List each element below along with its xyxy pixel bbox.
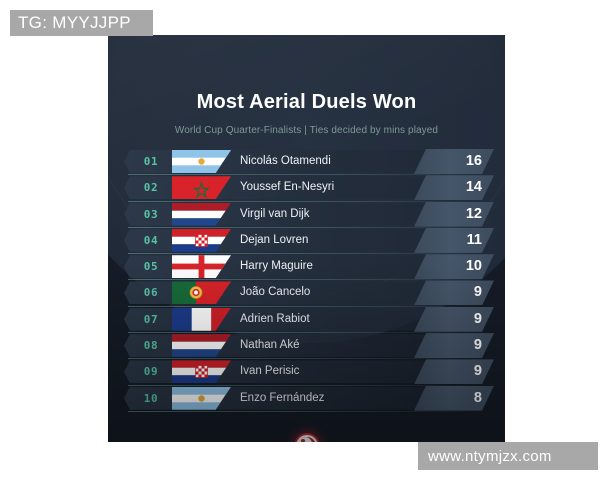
value-panel: 9 [414,280,494,305]
watermark-top-left: TG: MYYJJPP [10,10,153,36]
rank-number: 08 [131,334,171,357]
infographic-card: Most Aerial Duels Won World Cup Quarter-… [108,35,505,442]
flag-icon-netherlands [172,334,231,358]
value-number: 10 [414,254,482,279]
player-name: Nicolás Otamendi [240,150,331,173]
rank-number: 06 [131,281,171,304]
row-divider [128,384,484,386]
ranking-row: 05 Harry Maguire 10 [124,254,489,281]
page-title: Most Aerial Duels Won [108,91,505,114]
value-number: 9 [414,359,482,384]
background-vignette [108,35,505,442]
player-name: Adrien Rabiot [240,308,310,331]
value-panel: 9 [414,307,494,332]
player-name: Harry Maguire [240,255,313,278]
player-name: Ivan Perisic [240,360,299,383]
player-name: Enzo Fernández [240,387,324,410]
value-number: 9 [414,333,482,358]
flag-icon-argentina [172,386,231,410]
rank-number: 03 [131,203,171,226]
player-name: João Cancelo [240,281,310,304]
flag-icon-netherlands [172,202,231,226]
ranking-row: 02 Youssef En-Nesyri 14 [124,175,489,202]
row-divider [128,410,484,412]
watermark-bottom-right: www.ntymjzx.com [418,442,598,470]
rank-number: 04 [131,229,171,252]
value-panel: 16 [414,149,494,174]
value-number: 9 [414,307,482,332]
flag-icon-england [172,255,231,279]
flag-icon-argentina [172,150,231,173]
flag-icon-morocco [172,176,231,200]
row-divider [128,358,484,360]
value-number: 16 [414,149,482,174]
rank-number: 07 [131,308,171,331]
page-subtitle: World Cup Quarter-Finalists | Ties decid… [108,125,505,136]
ranking-row: 01 Nicolás Otamendi 16 [124,149,489,176]
ranking-row: 09 Ivan Perisic 9 [124,359,489,386]
ranking-row: 04 Dejan Lovren 11 [124,228,489,255]
ranking-list: 01 Nicolás Otamendi 16 02 Youssef En-Nesyri 1… [124,149,489,412]
flag-icon-portugal [172,281,231,305]
value-number: 11 [414,228,482,253]
rank-number: 09 [131,360,171,383]
player-name: Youssef En-Nesyri [240,176,334,199]
player-name: Dejan Lovren [240,229,308,252]
ranking-row: 06 João Cancelo 9 [124,280,489,307]
value-panel: 12 [414,202,494,227]
value-number: 8 [414,386,482,411]
ranking-row: 08 Nathan Aké 9 [124,333,489,360]
flag-icon-croatia [172,228,231,252]
value-panel: 11 [414,228,494,253]
player-name: Virgil van Dijk [240,203,309,226]
ranking-row: 07 Adrien Rabiot 9 [124,307,489,334]
rank-number: 02 [131,176,171,199]
value-number: 9 [414,280,482,305]
value-panel: 9 [414,333,494,358]
row-divider [128,200,484,202]
rank-number: 05 [131,255,171,278]
flag-icon-croatia [172,360,231,384]
player-name: Nathan Aké [240,334,299,357]
row-divider [128,226,484,228]
value-panel: 10 [414,254,494,279]
row-divider [128,332,484,334]
value-panel: 14 [414,175,494,200]
value-panel: 9 [414,359,494,384]
row-divider [128,253,484,255]
ranking-row: 03 Virgil van Dijk 12 [124,202,489,228]
value-panel: 8 [414,386,494,411]
rank-number: 10 [131,387,171,410]
rank-number: 01 [131,150,171,173]
row-divider [128,174,484,176]
row-divider [128,305,484,307]
ranking-row: 10 Enzo Fernández 8 [124,386,489,412]
value-number: 12 [414,202,482,227]
brand-logo-icon [293,433,320,442]
value-number: 14 [414,175,482,200]
row-divider [128,279,484,281]
